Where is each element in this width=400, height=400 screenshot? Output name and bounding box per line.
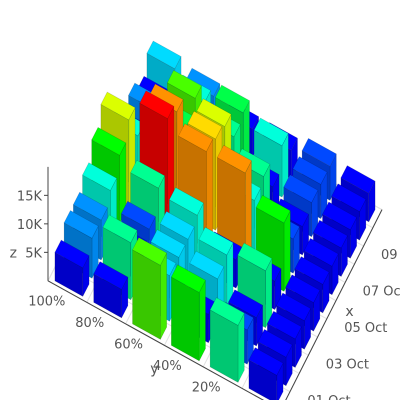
bar-01-Oct-40% [170, 264, 206, 362]
bar-face-top [146, 40, 182, 70]
bar-face-top [285, 274, 321, 304]
bar-face-top [187, 110, 223, 140]
bar-face-front [198, 280, 206, 362]
bar-face-top [266, 310, 302, 340]
bar-face-top [102, 214, 138, 244]
bar-face-top [132, 237, 168, 266]
bar-face-front [160, 252, 167, 340]
bar-face-top [170, 264, 206, 293]
bar-face-top [91, 126, 127, 156]
bar-face-top [257, 328, 293, 358]
y-tick-label: 60% [114, 338, 143, 353]
y-axis-line [47, 280, 265, 400]
x-tick-label: 05 Oct [344, 321, 387, 336]
y-tick-label: 80% [75, 316, 104, 331]
bar-face-top [178, 123, 214, 152]
y-axis-title: y [150, 361, 158, 377]
bar-face-top [228, 289, 264, 318]
y-tick-label: 40% [153, 359, 182, 374]
bar-face-top [294, 256, 330, 285]
bar-face-top [130, 159, 166, 189]
x-axis-line [285, 209, 383, 400]
y-tick-label: 100% [28, 295, 65, 310]
bar-01-Oct-20% [209, 297, 245, 383]
bar-face-top [209, 297, 245, 326]
bar-face-top [189, 250, 225, 280]
x-tick-label: 03 Oct [326, 357, 369, 372]
bar-face-top [93, 261, 129, 290]
x-axis-title: x [345, 304, 353, 320]
bar-01-Oct-0% [248, 347, 284, 400]
bar-face-top [198, 226, 234, 256]
bar-face-front [283, 210, 291, 292]
bar-face-top [301, 137, 337, 167]
z-tick-label: 15K [17, 189, 43, 204]
bar-face-top [303, 237, 339, 267]
bar-face-top [100, 91, 136, 121]
bar-01-Oct-100% [54, 239, 90, 297]
bar-01-Oct-80% [93, 261, 129, 319]
y-tick-label: 20% [192, 381, 221, 396]
bar-face-top [283, 174, 319, 204]
bar-face-top [54, 239, 90, 269]
bar-face-top [253, 117, 289, 147]
bar-face-top [276, 292, 312, 322]
bar-face-top [120, 200, 156, 230]
bar-face-top [312, 219, 348, 249]
bar-face-top [248, 347, 284, 376]
bar-face-top [63, 210, 99, 239]
bar-face-top [139, 90, 175, 120]
bar-01-Oct-60% [132, 237, 168, 340]
bar-face-top [322, 201, 358, 231]
bar-face-top [168, 187, 204, 216]
bar-face-top [340, 165, 376, 194]
z-tick-label: 10K [17, 218, 43, 233]
bar-face-top [150, 229, 186, 258]
bar-face-top [82, 162, 118, 191]
x-tick-label: 09 Oct [381, 248, 400, 263]
bar-face-top [72, 191, 108, 221]
x-tick-label: 07 Oct [363, 285, 400, 300]
bar-face-top [255, 194, 291, 224]
bar-face-top [214, 84, 250, 114]
bar-face-top [159, 210, 195, 240]
bar-face-top [237, 242, 273, 272]
bar-face-top [216, 144, 252, 174]
x-tick-label: 01 Oct [307, 394, 350, 400]
bar-face-top [196, 98, 232, 127]
bar-face-top [292, 156, 328, 185]
bar-face-top [331, 183, 367, 213]
bar-face-top [166, 69, 202, 99]
z-tick-label: 5K [25, 246, 42, 261]
bars [54, 40, 376, 400]
z-axis-title: z [10, 245, 17, 261]
